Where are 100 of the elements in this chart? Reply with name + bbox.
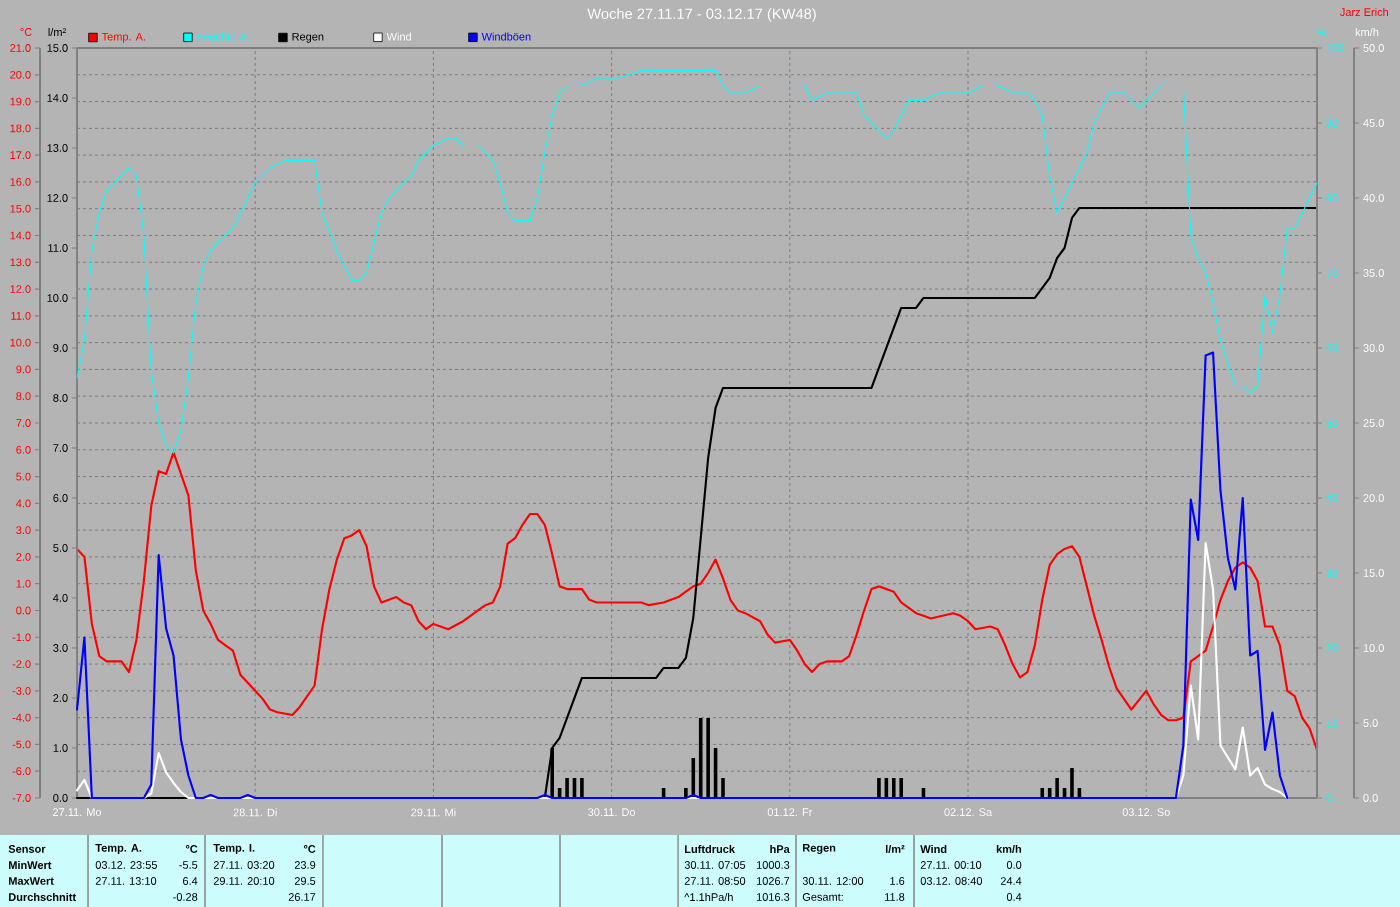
y-tick-label: 0.0 (16, 606, 31, 615)
text: 27.11. 13:10 (95, 877, 157, 885)
text: 27.11. 08:50 (684, 877, 746, 885)
text: 03.12. 08:40 (920, 877, 983, 885)
y2-tick-label: 11.0 (48, 244, 68, 252)
y-tick-label: -4.0 (12, 713, 31, 722)
text: 26.17 (288, 893, 316, 901)
y-tick-label: 100 (1326, 44, 1344, 52)
text: Temp. A. (95, 844, 142, 854)
text: 1026.7 (756, 877, 790, 885)
text: °C (185, 845, 198, 853)
y2-tick-label: 20.0 (1363, 494, 1384, 502)
y2-tick-label: 6.0 (53, 494, 68, 502)
y-tick-label: 9.0 (16, 365, 31, 374)
text: Gesamt: (802, 893, 843, 901)
y-tick-label: 11.0 (11, 311, 31, 320)
y-tick-label: 80 (1326, 194, 1338, 202)
legend-label: Feuchte A. (197, 32, 249, 41)
text: 11.8 (884, 893, 905, 901)
y-tick-label: 15.0 (10, 204, 31, 213)
y-tick-label: 7.0 (16, 419, 31, 427)
y2-tick-label: 4.0 (53, 594, 68, 602)
y-axis-title: % (1316, 28, 1326, 36)
text: 0.0 (1006, 861, 1022, 869)
y-tick-label: -5.0 (12, 740, 31, 749)
y2-tick-label: 40.0 (1363, 194, 1384, 202)
x-tick-label: 02.12. Sa (944, 808, 993, 817)
y-tick-label: 90 (1326, 119, 1338, 127)
x-tick-label: 29.11. Mi (411, 808, 456, 817)
text: 1016.3 (756, 893, 790, 901)
y-tick-label: 8.0 (16, 392, 31, 401)
text: MaxWert (9, 877, 54, 885)
y2-tick-label: 14.0 (47, 94, 68, 102)
text: 29.5 (294, 877, 316, 885)
text: -5.5 (179, 861, 198, 869)
y2-tick-label: 35.0 (1363, 269, 1384, 277)
text: hPa (770, 844, 790, 854)
text: Regen (803, 844, 836, 854)
x-tick-label: 03.12. So (1122, 808, 1170, 817)
text: Sensor (8, 845, 46, 853)
y2-tick-label: 12.0 (47, 194, 68, 202)
y-tick-label: 16.0 (10, 178, 31, 186)
y-tick-label: 50 (1326, 419, 1338, 427)
y-axis-title: °C (20, 28, 32, 36)
text: 0.4 (1006, 893, 1022, 901)
y2-tick-label: 10.0 (47, 294, 68, 302)
text: Wind (920, 844, 947, 854)
y2-tick-label: 15.0 (47, 44, 68, 52)
y2-tick-label: 1.0 (53, 744, 68, 752)
text: °C (303, 845, 316, 853)
y-tick-label: 60 (1326, 344, 1338, 352)
text: Luftdruck (685, 844, 735, 854)
y2-tick-label: 5.0 (1363, 719, 1378, 727)
y-tick-label: 4.0 (16, 499, 31, 508)
y2-tick-label: 45.0 (1363, 119, 1384, 127)
text: 03.12. 23:55 (95, 861, 157, 869)
y2-tick-label: 10.0 (1363, 644, 1384, 652)
y-tick-label: -1.0 (12, 633, 31, 642)
y-tick-label: 20 (1326, 644, 1338, 652)
text: 1.6 (890, 877, 905, 885)
y-tick-label: 6.0 (16, 445, 31, 454)
chart-title: Woche 27.11.17 - 03.12.17 (KW48) (587, 8, 816, 22)
y-tick-label: 21.0 (10, 44, 31, 52)
text: 27.11. 03:20 (213, 861, 275, 869)
x-tick-label: 01.12. Fr (767, 808, 813, 817)
y2-tick-label: 0.0 (1363, 794, 1378, 802)
y-tick-label: 12.0 (10, 285, 31, 293)
legend-label: Regen (292, 32, 324, 43)
text: km/h (996, 844, 1022, 854)
y-tick-label: 70 (1326, 269, 1338, 277)
text: 6.4 (183, 877, 198, 885)
text: MinWert (9, 860, 52, 870)
y-tick-label: 10 (1326, 719, 1338, 727)
x-tick-label: 30.11. Do (588, 808, 636, 817)
text: 29.11. 20:10 (213, 877, 275, 885)
legend-label: Wind (386, 32, 411, 41)
text: 30.11. 07:05 (684, 861, 746, 869)
text: 30.11. 12:00 (802, 877, 864, 885)
text: 27.11. 00:10 (920, 861, 982, 869)
y2-axis-title: km/h (1355, 27, 1379, 37)
y-tick-label: 1.0 (16, 579, 31, 588)
y-tick-label: -3.0 (12, 686, 31, 695)
text: 23.9 (294, 861, 316, 869)
y-tick-label: -2.0 (12, 660, 31, 668)
y2-tick-label: 25.0 (1363, 419, 1384, 427)
x-tick-label: 28.11. Di (233, 808, 277, 817)
y-tick-label: 5.0 (16, 472, 31, 481)
x-tick-label: 27.11. Mo (52, 808, 102, 817)
y2-tick-label: 0.0 (53, 794, 68, 802)
text: 24.4 (1000, 877, 1022, 885)
y-tick-label: 3.0 (16, 526, 31, 535)
text: Temp. I. (213, 844, 255, 854)
y-tick-label: 2.0 (16, 553, 31, 561)
y2-tick-label: 30.0 (1363, 344, 1384, 352)
text: 1000.3 (756, 861, 790, 869)
legend-label: Temp. A. (101, 32, 146, 43)
y-tick-label: 14.0 (10, 231, 31, 240)
y2-tick-label: 13.0 (47, 144, 68, 152)
y-tick-label: 17.0 (10, 151, 31, 160)
y-tick-label: 30 (1326, 569, 1338, 577)
